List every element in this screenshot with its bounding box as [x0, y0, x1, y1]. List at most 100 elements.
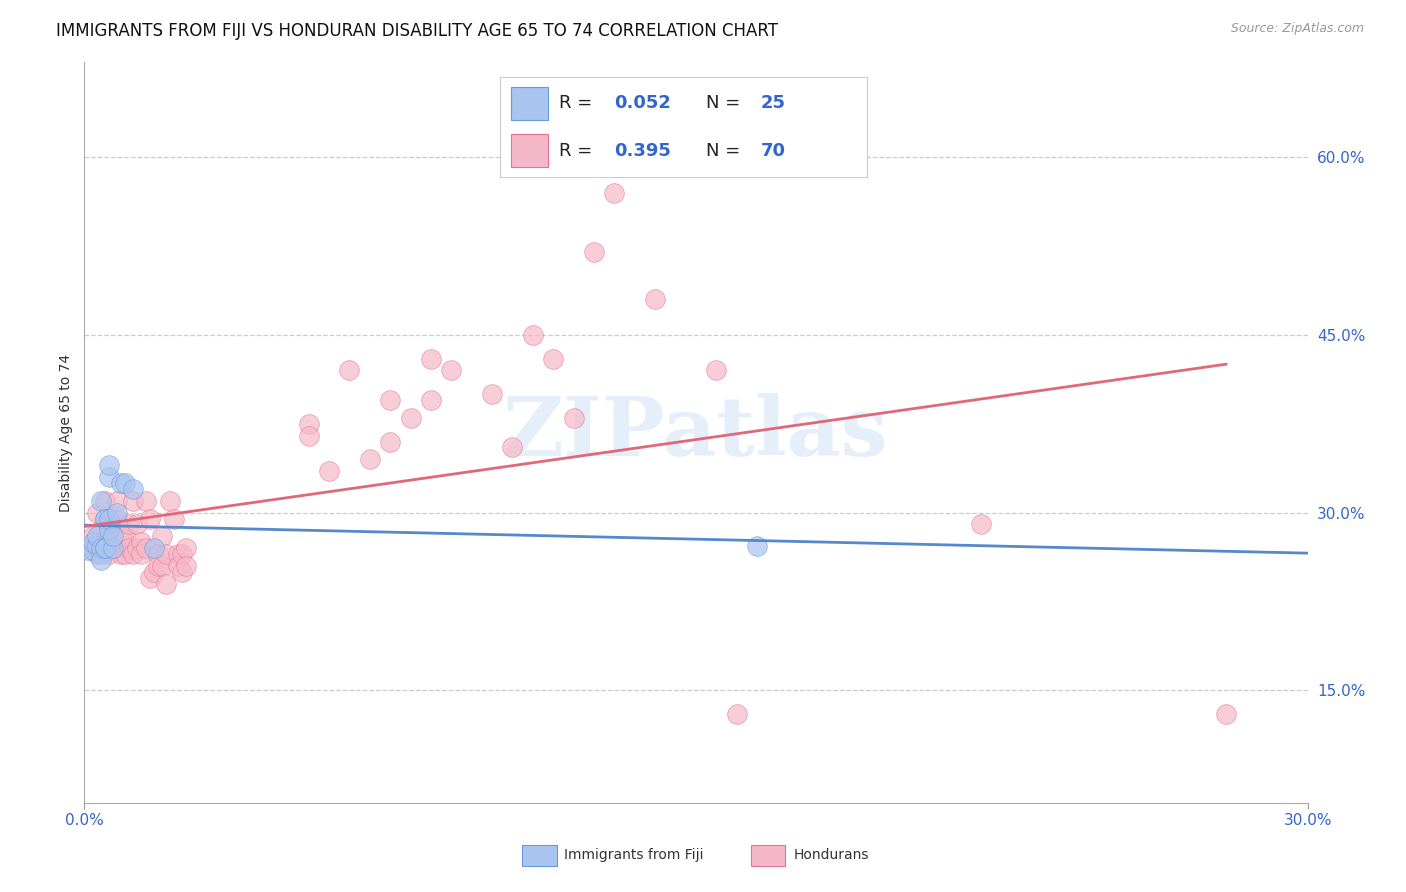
Point — [97, 458, 120, 473]
Point — [142, 565, 165, 579]
Point — [110, 475, 132, 490]
Point — [318, 464, 340, 478]
Point — [122, 482, 145, 496]
Point — [90, 547, 112, 561]
Point — [131, 547, 153, 561]
Point — [93, 541, 115, 555]
Point — [86, 506, 108, 520]
Point — [174, 541, 197, 555]
Point — [97, 511, 120, 525]
Point — [138, 511, 160, 525]
Point — [105, 506, 128, 520]
Point — [90, 553, 112, 567]
Point — [725, 706, 748, 721]
Point — [93, 541, 115, 555]
Point — [359, 452, 381, 467]
Point — [543, 351, 565, 366]
Point — [110, 547, 132, 561]
Point — [135, 493, 157, 508]
Point — [159, 493, 181, 508]
Point — [86, 529, 108, 543]
Point — [90, 541, 112, 555]
Point — [127, 541, 149, 555]
Text: Hondurans: Hondurans — [794, 847, 869, 862]
Point — [82, 543, 104, 558]
Point — [97, 470, 120, 484]
Point — [114, 475, 136, 490]
Point — [146, 547, 169, 561]
Text: IMMIGRANTS FROM FIJI VS HONDURAN DISABILITY AGE 65 TO 74 CORRELATION CHART: IMMIGRANTS FROM FIJI VS HONDURAN DISABIL… — [56, 22, 779, 40]
Y-axis label: Disability Age 65 to 74: Disability Age 65 to 74 — [59, 353, 73, 512]
Point — [138, 571, 160, 585]
Point — [114, 547, 136, 561]
Point — [380, 434, 402, 449]
Point — [93, 511, 115, 525]
Point — [172, 565, 194, 579]
Point — [77, 541, 100, 555]
Point — [114, 529, 136, 543]
Point — [105, 511, 128, 525]
Point — [118, 517, 141, 532]
Point — [603, 186, 626, 200]
Text: Source: ZipAtlas.com: Source: ZipAtlas.com — [1230, 22, 1364, 36]
Point — [420, 351, 443, 366]
Point — [298, 417, 321, 431]
Point — [127, 517, 149, 532]
Point — [101, 529, 124, 543]
Point — [644, 293, 666, 307]
Point — [146, 558, 169, 573]
Point — [97, 524, 120, 538]
Point — [97, 529, 120, 543]
Point — [583, 244, 606, 259]
Point — [90, 541, 112, 555]
Point — [101, 541, 124, 555]
Point — [101, 517, 124, 532]
Point — [481, 387, 503, 401]
Point — [122, 493, 145, 508]
Point — [440, 363, 463, 377]
Point — [970, 517, 993, 532]
Point — [399, 410, 422, 425]
FancyBboxPatch shape — [522, 845, 557, 866]
Point — [150, 558, 173, 573]
Point — [150, 529, 173, 543]
Point — [77, 543, 100, 558]
Point — [380, 392, 402, 407]
Point — [118, 541, 141, 555]
Point — [110, 529, 132, 543]
Point — [93, 493, 115, 508]
Point — [167, 547, 190, 561]
Point — [131, 535, 153, 549]
Point — [298, 428, 321, 442]
Point — [174, 558, 197, 573]
Text: Immigrants from Fiji: Immigrants from Fiji — [564, 847, 703, 862]
Point — [1215, 706, 1237, 721]
Point — [93, 511, 115, 525]
Point — [90, 524, 112, 538]
Point — [90, 493, 112, 508]
Point — [97, 547, 120, 561]
Point — [86, 547, 108, 561]
Point — [167, 558, 190, 573]
Point — [420, 392, 443, 407]
Point — [86, 539, 108, 553]
Point — [155, 547, 177, 561]
Point — [142, 541, 165, 555]
Point — [155, 576, 177, 591]
Point — [339, 363, 361, 377]
Text: ZIPatlas: ZIPatlas — [503, 392, 889, 473]
Point — [747, 539, 769, 553]
Point — [105, 493, 128, 508]
Point — [82, 529, 104, 543]
Point — [502, 441, 524, 455]
Point — [172, 547, 194, 561]
Point — [135, 541, 157, 555]
Point — [93, 541, 115, 555]
Point — [706, 363, 728, 377]
FancyBboxPatch shape — [751, 845, 786, 866]
Point — [101, 541, 124, 555]
Point — [82, 535, 104, 549]
Point — [522, 327, 544, 342]
Point — [105, 541, 128, 555]
Point — [122, 547, 145, 561]
